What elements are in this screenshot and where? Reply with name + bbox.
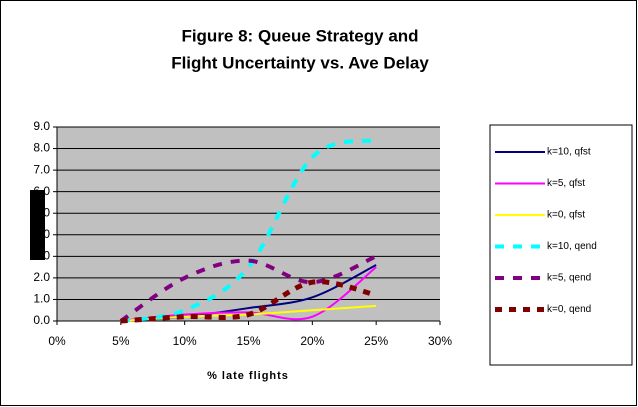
x-tick-label: 25% (364, 334, 388, 348)
y-tick-label: 8.0 (33, 141, 50, 155)
legend-label: k=10, qend (547, 241, 597, 252)
legend-label: k=5, qend (547, 273, 591, 284)
x-axis-label: % late flights (207, 370, 289, 382)
y-tick-label: 7.0 (33, 162, 50, 176)
y-tick-label: 1.0 (33, 292, 50, 306)
x-tick-label: 20% (300, 334, 324, 348)
y-tick-label: 9.0 (33, 119, 50, 133)
series-line (120, 137, 377, 323)
legend-label: k=5, qfst (547, 178, 585, 189)
y-tick-label: 2.0 (33, 270, 50, 284)
x-tick-label: 0% (48, 334, 66, 348)
chart-title: Figure 8: Queue Strategy and (181, 26, 418, 45)
plot-area (57, 127, 440, 321)
y-tick-label: 3.0 (33, 249, 50, 263)
legend-label: k=0, qend (547, 304, 591, 315)
y-tick-label: 5.0 (33, 205, 50, 219)
x-tick-label: 15% (236, 334, 260, 348)
y-tick-label: 6.0 (33, 184, 50, 198)
x-tick-label: 30% (428, 334, 452, 348)
legend-label: k=0, qfst (547, 210, 585, 221)
chart-title: Flight Uncertainty vs. Ave Delay (171, 53, 429, 72)
x-tick-label: 10% (173, 334, 197, 348)
legend-label: k=10, qfst (547, 147, 591, 158)
series-line (120, 279, 377, 324)
x-tick-label: 5% (112, 334, 130, 348)
y-tick-label: 4.0 (33, 227, 50, 241)
y-tick-label: 0.0 (33, 313, 50, 327)
y-axis-label-box (30, 190, 45, 260)
